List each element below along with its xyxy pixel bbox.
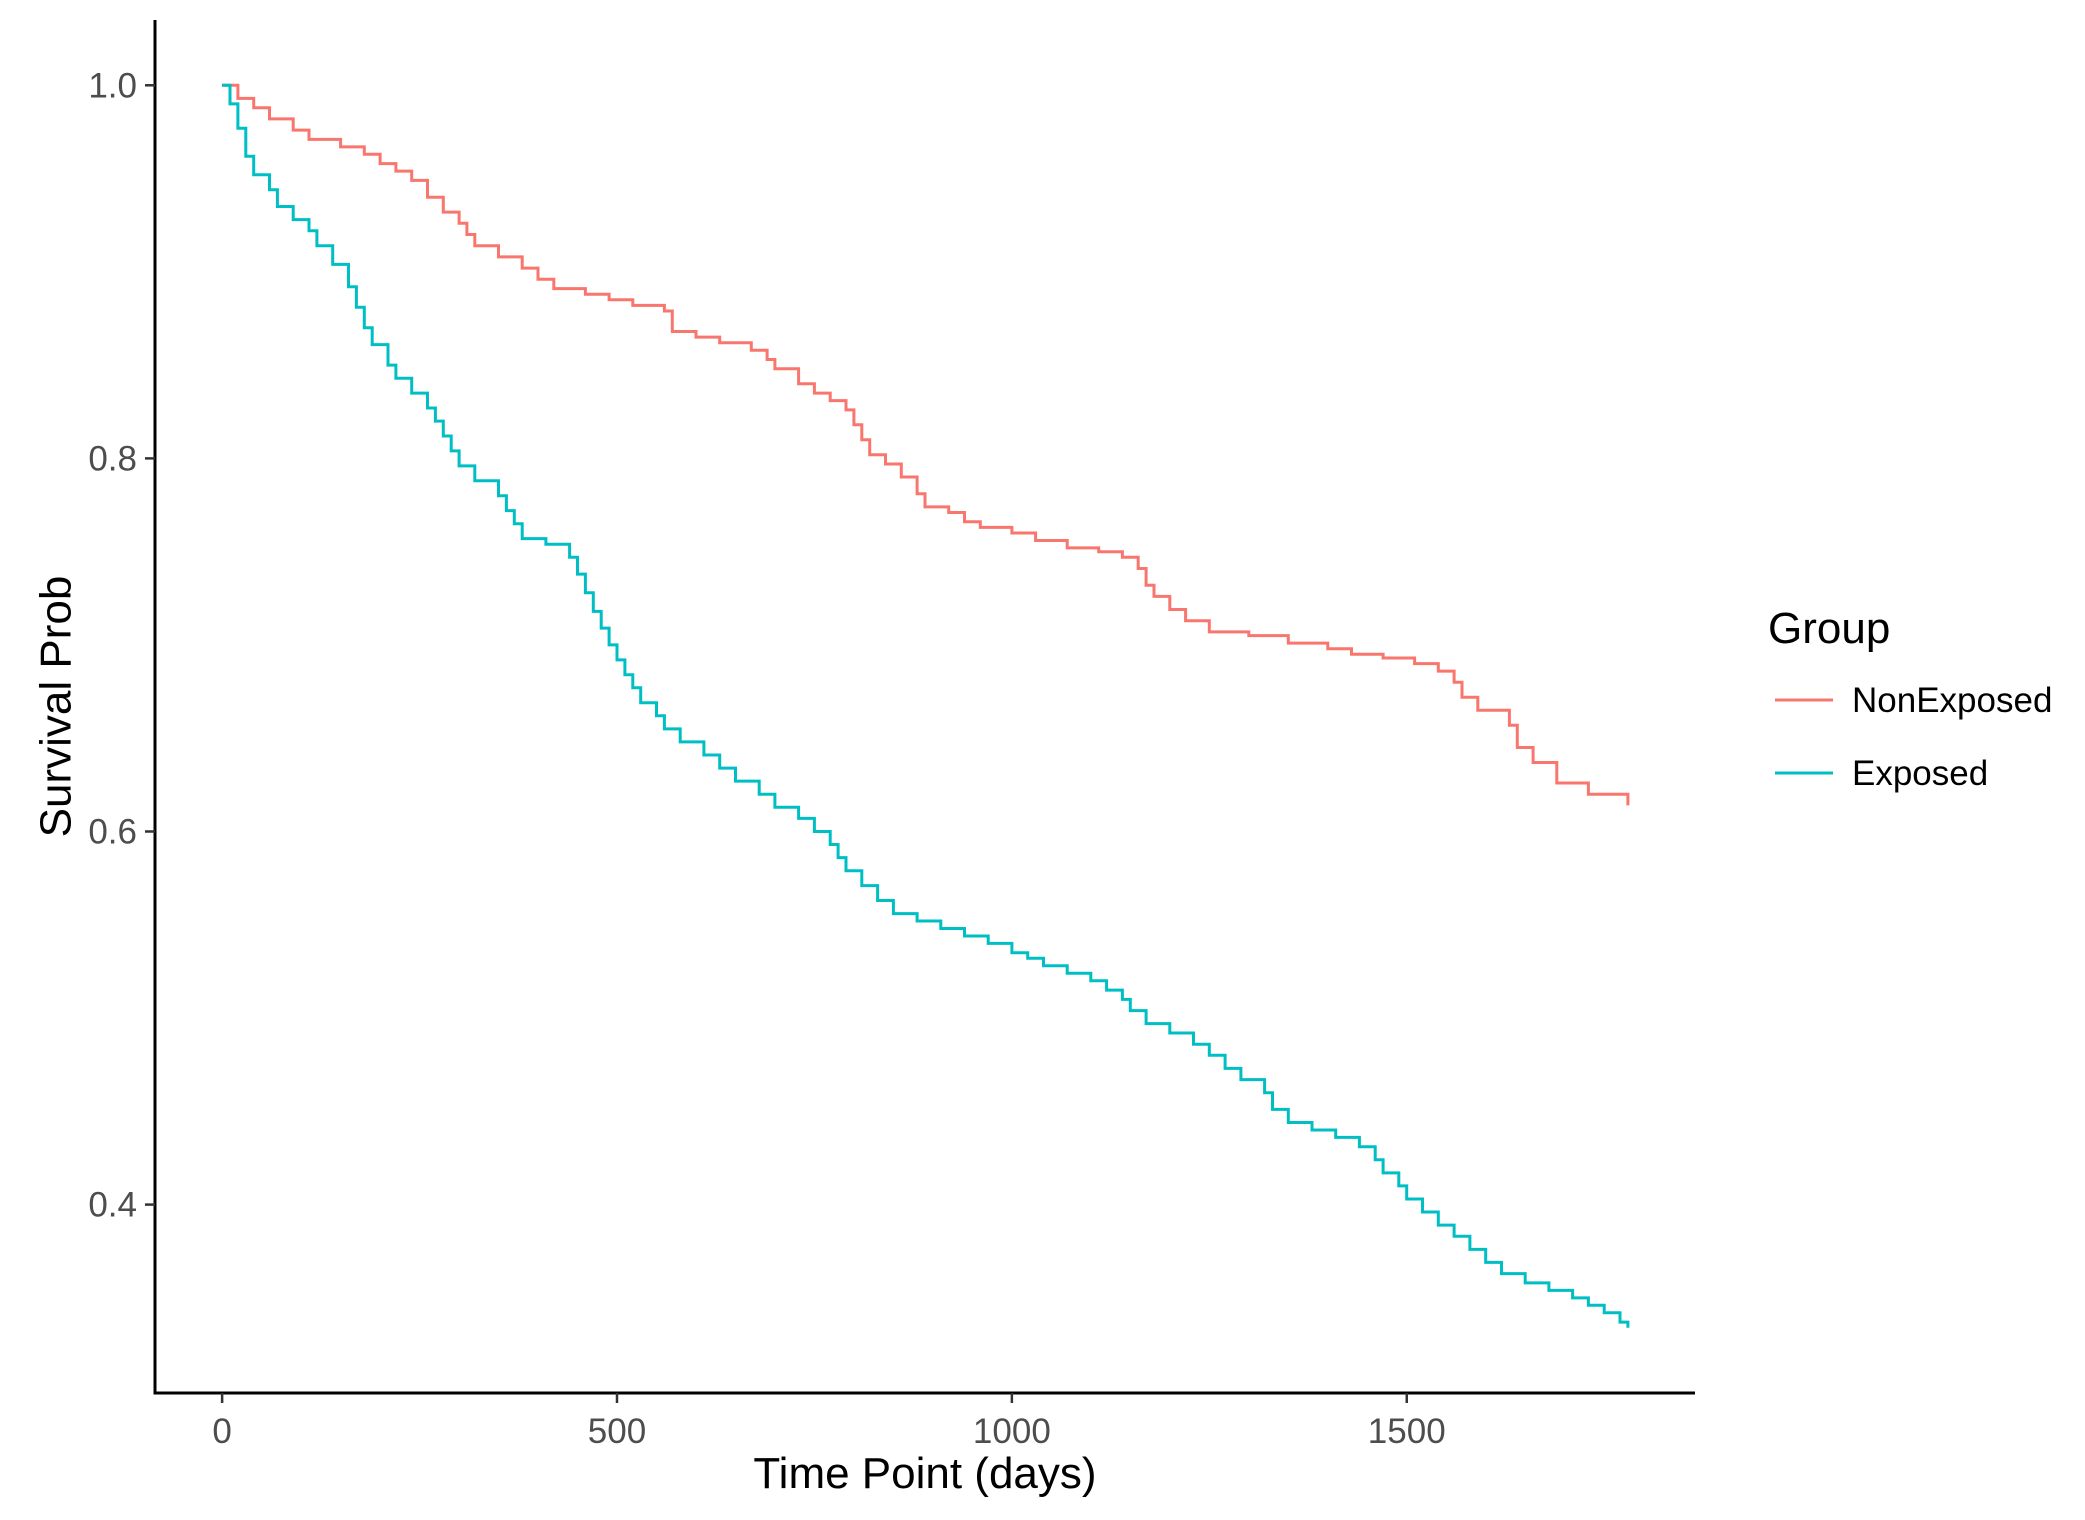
series-line-nonexposed	[222, 83, 1630, 806]
y-tick-label: 1.0	[88, 66, 137, 105]
series-lines	[222, 83, 1630, 1328]
x-tick-label: 500	[588, 1412, 646, 1451]
y-axis-ticks: 0.4 0.6 0.8 1.0	[88, 66, 155, 1225]
legend-label-nonexposed: NonExposed	[1852, 681, 2052, 720]
series-line-exposed	[222, 83, 1630, 1328]
x-axis-title: Time Point (days)	[753, 1449, 1096, 1498]
legend-title: Group	[1768, 604, 1890, 653]
x-tick-label: 0	[212, 1412, 231, 1451]
legend-label-exposed: Exposed	[1852, 754, 1988, 793]
x-axis-ticks: 0 500 1000 1500	[212, 1393, 1446, 1451]
legend: Group NonExposed Exposed	[1768, 604, 2052, 793]
x-tick-label: 1500	[1368, 1412, 1446, 1451]
y-axis-title: Survival Prob	[31, 576, 80, 838]
y-tick-label: 0.6	[88, 812, 137, 851]
y-tick-label: 0.8	[88, 439, 137, 478]
x-tick-label: 1000	[973, 1412, 1051, 1451]
legend-entries: NonExposed Exposed	[1775, 681, 2052, 793]
y-tick-label: 0.4	[88, 1186, 137, 1225]
